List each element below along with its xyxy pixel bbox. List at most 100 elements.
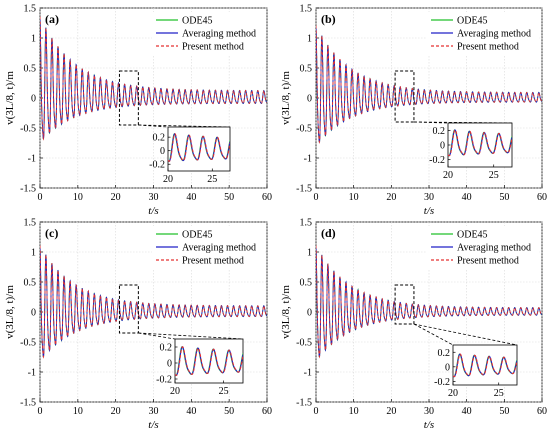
inset-series-group <box>175 346 243 376</box>
x-tick-label: 0 <box>38 406 43 417</box>
y-tick-label: -1.5 <box>296 398 312 409</box>
legend-box <box>427 12 539 56</box>
inset-series-line <box>453 353 517 378</box>
inset-y-tick-label: -0.2 <box>434 377 450 388</box>
y-tick-label: -0.5 <box>296 338 312 349</box>
inset-y-tick-label: -0.2 <box>429 155 445 166</box>
x-tick-label: 60 <box>262 406 272 417</box>
x-tick-label: 60 <box>262 192 272 203</box>
y-axis-label: v(3L/8, t)/m <box>4 285 16 339</box>
inset-x-tick-label: 25 <box>219 386 229 397</box>
y-tick-label: 0 <box>31 308 36 319</box>
legend-entry: ODE45 <box>457 230 488 241</box>
y-tick-label: 0.5 <box>300 64 313 75</box>
inset-y-tick-label: 0.2 <box>153 133 166 144</box>
y-tick-label: -1 <box>304 154 312 165</box>
x-tick-label: 30 <box>424 192 434 203</box>
inset-series-line <box>168 133 230 162</box>
zoom-connector <box>138 332 244 340</box>
legend-entry: Present method <box>182 256 244 267</box>
panel-3: 0 10 20 30 40 50 60 -1.5 -1 -0.5 0 0.5 1 1.5 t/s v(3L/8… <box>280 218 547 432</box>
inset-y-tick-label: 0.2 <box>438 348 451 359</box>
y-tick-label: -0.5 <box>296 124 312 135</box>
y-tick-label: 0.5 <box>24 278 37 289</box>
x-tick-label: 20 <box>386 192 396 203</box>
x-axis-label: t/s <box>148 419 158 431</box>
zoom-connector <box>138 332 176 340</box>
panel-label: (a) <box>45 12 59 26</box>
series-line-averaging-method <box>316 245 542 358</box>
inset-y-tick-label: 0 <box>160 146 165 157</box>
y-tick-label: 0.5 <box>300 278 313 289</box>
x-axis-label: t/s <box>148 205 158 217</box>
x-tick-label: 10 <box>349 192 359 203</box>
y-tick-label: 0 <box>307 94 312 105</box>
x-tick-label: 0 <box>38 192 43 203</box>
legend-entry: Present method <box>457 42 519 53</box>
inset-y-tick-label: -0.2 <box>149 160 165 171</box>
y-tick-label: 0 <box>31 94 36 105</box>
zoom-box <box>118 284 139 334</box>
y-tick-label: -1 <box>304 368 312 379</box>
series-group <box>316 25 542 145</box>
y-axis-label: v(3L/8, t)/m <box>280 285 292 339</box>
inset-x-tick-label: 20 <box>448 388 458 399</box>
y-axis-label: v(3L/8, t)/m <box>280 71 292 125</box>
legend-box <box>427 226 539 270</box>
x-tick-label: 50 <box>499 406 509 417</box>
x-tick-label: 60 <box>537 406 547 417</box>
inset-y-tick-label: -0.2 <box>156 375 172 386</box>
panel-2: 0 10 20 30 40 50 60 -1.5 -1 -0.5 0 0.5 1 1.5 t/s v(3L/8… <box>4 218 272 432</box>
x-tick-label: 20 <box>111 406 121 417</box>
zoom-box <box>394 284 415 325</box>
series-group <box>40 16 267 141</box>
legend-entry: Present method <box>182 42 244 53</box>
inset-y-tick-label: 0.2 <box>160 343 173 354</box>
panel-label: (c) <box>45 226 58 240</box>
inset-x-tick-label: 20 <box>443 170 453 181</box>
inset-series-group <box>453 353 517 378</box>
inset-x-tick-label: 20 <box>170 386 180 397</box>
panel-label: (d) <box>321 226 336 240</box>
x-tick-label: 40 <box>186 192 196 203</box>
x-tick-label: 20 <box>111 192 121 203</box>
panel-label: (b) <box>321 12 336 26</box>
y-tick-label: 1.5 <box>24 4 37 15</box>
legend-entry: Averaging method <box>457 29 531 40</box>
legend-entry: ODE45 <box>182 230 213 241</box>
zoom-box <box>118 70 139 126</box>
x-tick-label: 50 <box>224 192 234 203</box>
x-axis-label: t/s <box>424 419 434 431</box>
inset-x-tick-label: 25 <box>207 174 217 185</box>
panel-0: 0 10 20 30 40 50 60 -1.5 -1 -0.5 0 0.5 1 1.5 t/s v(3L/8… <box>4 4 272 218</box>
x-tick-label: 10 <box>73 192 83 203</box>
y-tick-label: -0.5 <box>20 338 36 349</box>
y-tick-label: 1 <box>307 34 312 45</box>
legend-box <box>152 12 264 56</box>
x-tick-label: 40 <box>462 192 472 203</box>
y-tick-label: -1 <box>28 154 36 165</box>
inset-series-group <box>168 133 230 162</box>
inset-y-tick-label: 0 <box>440 141 445 152</box>
inset-y-tick-label: 0 <box>445 362 450 373</box>
x-tick-label: 30 <box>149 406 159 417</box>
x-tick-label: 50 <box>499 192 509 203</box>
y-tick-label: 1 <box>31 34 36 45</box>
x-tick-label: 0 <box>314 406 319 417</box>
series-line-present-method <box>40 245 267 359</box>
x-axis-label: t/s <box>424 205 434 217</box>
zoom-connector <box>413 323 454 346</box>
x-tick-label: 50 <box>224 406 234 417</box>
legend-box <box>152 226 264 270</box>
y-tick-label: 0.5 <box>24 64 37 75</box>
x-tick-label: 40 <box>462 406 472 417</box>
legend-entry: Averaging method <box>182 243 256 254</box>
series-group <box>316 245 542 359</box>
y-tick-label: -1.5 <box>20 398 36 409</box>
inset-y-tick-label: 0.2 <box>433 126 446 137</box>
x-tick-label: 30 <box>424 406 434 417</box>
x-tick-label: 40 <box>186 406 196 417</box>
zoom-connector <box>413 323 518 346</box>
legend-entry: Present method <box>457 256 519 267</box>
